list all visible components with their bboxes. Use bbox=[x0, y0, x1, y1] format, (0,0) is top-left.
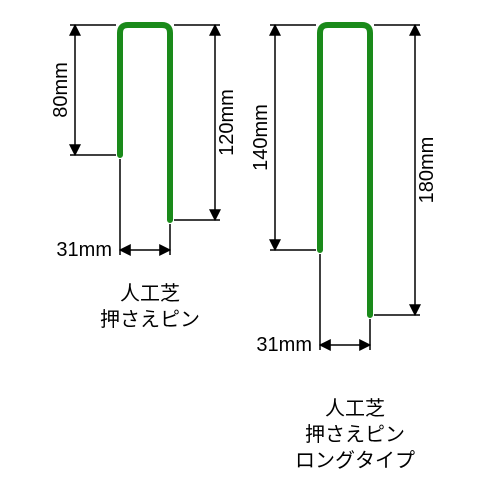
pin-caption-line: ロングタイプ bbox=[295, 449, 415, 472]
pin-shape bbox=[320, 25, 370, 315]
dim-right-leg: 180mm bbox=[416, 137, 438, 204]
pin-caption-line: 人工芝 bbox=[120, 282, 180, 305]
pin-shape bbox=[120, 25, 170, 220]
pin-caption-line: 押さえピン bbox=[100, 308, 200, 331]
dim-width: 31mm bbox=[256, 334, 312, 356]
dim-left-leg: 140mm bbox=[250, 104, 272, 171]
pin-caption-line: 押さえピン bbox=[305, 423, 405, 446]
dim-left-leg: 80mm bbox=[50, 62, 72, 118]
dim-right-leg: 120mm bbox=[216, 89, 238, 156]
pin-diagram-long: 140mm 180mm 31mm 人工芝押さえピンロングタイプ bbox=[250, 25, 438, 472]
pin-diagram-short: 80mm 120mm 31mm 人工芝押さえピン bbox=[50, 25, 238, 331]
pin-caption-line: 人工芝 bbox=[325, 397, 385, 420]
dim-width: 31mm bbox=[56, 239, 112, 261]
